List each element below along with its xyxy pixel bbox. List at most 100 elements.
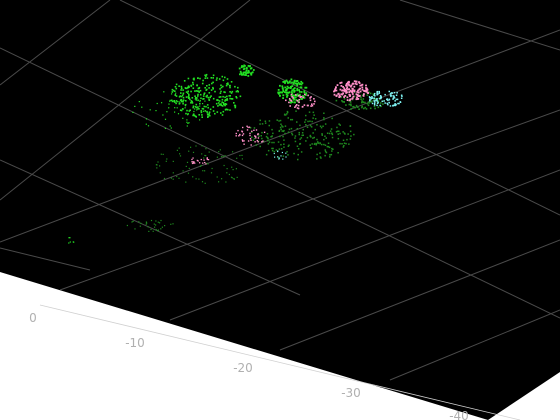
- cloud-point: [273, 150, 276, 153]
- cloud-point: [360, 96, 362, 98]
- cloud-point: [219, 149, 221, 151]
- cloud-point: [343, 132, 346, 134]
- cloud-point: [178, 101, 180, 103]
- cloud-point: [217, 102, 220, 104]
- grid-line: [0, 0, 251, 201]
- cloud-point: [253, 137, 256, 140]
- cloud-point: [363, 93, 365, 95]
- cloud-point: [382, 103, 384, 105]
- cloud-point: [212, 106, 215, 108]
- cloud-point: [289, 105, 291, 107]
- cloud-point: [296, 121, 298, 123]
- cloud-point: [195, 103, 198, 106]
- cloud-point: [187, 97, 190, 99]
- cloud-point: [291, 81, 293, 84]
- grid-line: [279, 239, 560, 351]
- cloud-point: [361, 106, 363, 109]
- cloud-point: [389, 94, 392, 97]
- cloud-point: [195, 90, 198, 92]
- cloud-point: [196, 159, 198, 162]
- cloud-point: [169, 125, 171, 127]
- cloud-point: [218, 181, 220, 183]
- cloud-point: [365, 108, 368, 110]
- cloud-point: [294, 82, 297, 85]
- cloud-point: [236, 176, 238, 178]
- cloud-point: [363, 89, 365, 92]
- cloud-point: [196, 109, 198, 111]
- cloud-point: [391, 92, 393, 94]
- cloud-point: [347, 88, 349, 91]
- cloud-point: [242, 68, 245, 71]
- cloud-point: [295, 99, 298, 101]
- cloud-point: [172, 172, 174, 174]
- cloud-point: [366, 88, 369, 91]
- cloud-point: [366, 91, 369, 94]
- cloud-point: [223, 91, 225, 93]
- cloud-point: [192, 151, 195, 153]
- cloud-point: [170, 99, 173, 102]
- cloud-point: [261, 123, 264, 125]
- cloud-point: [189, 109, 191, 111]
- cloud-point: [195, 106, 198, 109]
- cloud-point: [369, 97, 372, 99]
- cloud-point: [390, 92, 393, 94]
- cloud-point: [298, 83, 301, 86]
- cloud-point: [156, 164, 158, 166]
- cloud-point: [176, 100, 178, 103]
- cloud-point: [190, 100, 193, 102]
- cloud-point: [350, 84, 353, 87]
- cloud-point: [302, 95, 304, 97]
- cloud-point: [191, 158, 193, 161]
- cloud-point: [188, 110, 191, 112]
- cloud-point: [250, 72, 253, 75]
- cloud-point: [182, 89, 184, 91]
- cloud-point: [280, 143, 282, 146]
- cloud-point: [68, 237, 70, 239]
- cloud-point: [304, 119, 307, 121]
- cloud-point: [346, 86, 349, 89]
- cloud-point: [168, 107, 170, 109]
- cloud-point: [264, 122, 267, 124]
- cloud-point: [285, 99, 287, 102]
- cloud-point: [224, 103, 227, 105]
- cloud-point: [208, 111, 211, 113]
- cloud-point: [263, 131, 266, 133]
- cloud-point: [378, 92, 380, 94]
- cloud-point: [242, 72, 245, 75]
- cloud-point: [376, 92, 378, 94]
- cloud-point: [157, 161, 159, 163]
- cloud-point: [384, 102, 386, 104]
- cloud-point: [197, 108, 199, 110]
- cloud-point: [212, 88, 214, 90]
- cloud-point: [345, 90, 348, 92]
- cloud-point: [187, 172, 190, 174]
- cloud-point: [305, 92, 308, 95]
- cloud-point: [221, 105, 224, 107]
- cloud-point: [247, 126, 249, 129]
- cloud-point: [187, 90, 189, 93]
- cloud-point: [199, 105, 201, 107]
- cloud-point: [194, 106, 197, 108]
- cloud-point: [284, 82, 286, 84]
- cloud-point: [157, 221, 159, 223]
- cloud-point: [390, 95, 392, 98]
- cloud-point: [206, 85, 208, 87]
- cloud-point: [224, 108, 227, 111]
- cloud-point: [187, 92, 189, 94]
- cloud-point: [215, 102, 218, 105]
- cloud-point: [371, 96, 373, 98]
- cloud-point: [212, 74, 215, 77]
- cloud-point: [309, 120, 311, 122]
- cloud-point: [280, 91, 282, 94]
- cloud-point: [242, 126, 244, 129]
- cloud-point: [139, 225, 141, 227]
- cloud-point: [285, 114, 287, 116]
- cloud-point: [279, 135, 281, 138]
- cloud-point: [312, 111, 315, 114]
- cloud-point: [278, 92, 280, 95]
- cloud-point: [291, 96, 293, 98]
- cloud-point: [178, 85, 180, 87]
- cloud-point: [292, 88, 295, 90]
